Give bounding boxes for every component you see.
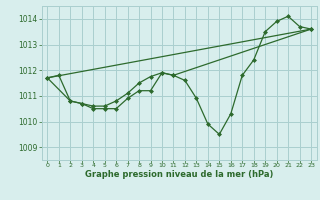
X-axis label: Graphe pression niveau de la mer (hPa): Graphe pression niveau de la mer (hPa): [85, 170, 273, 179]
